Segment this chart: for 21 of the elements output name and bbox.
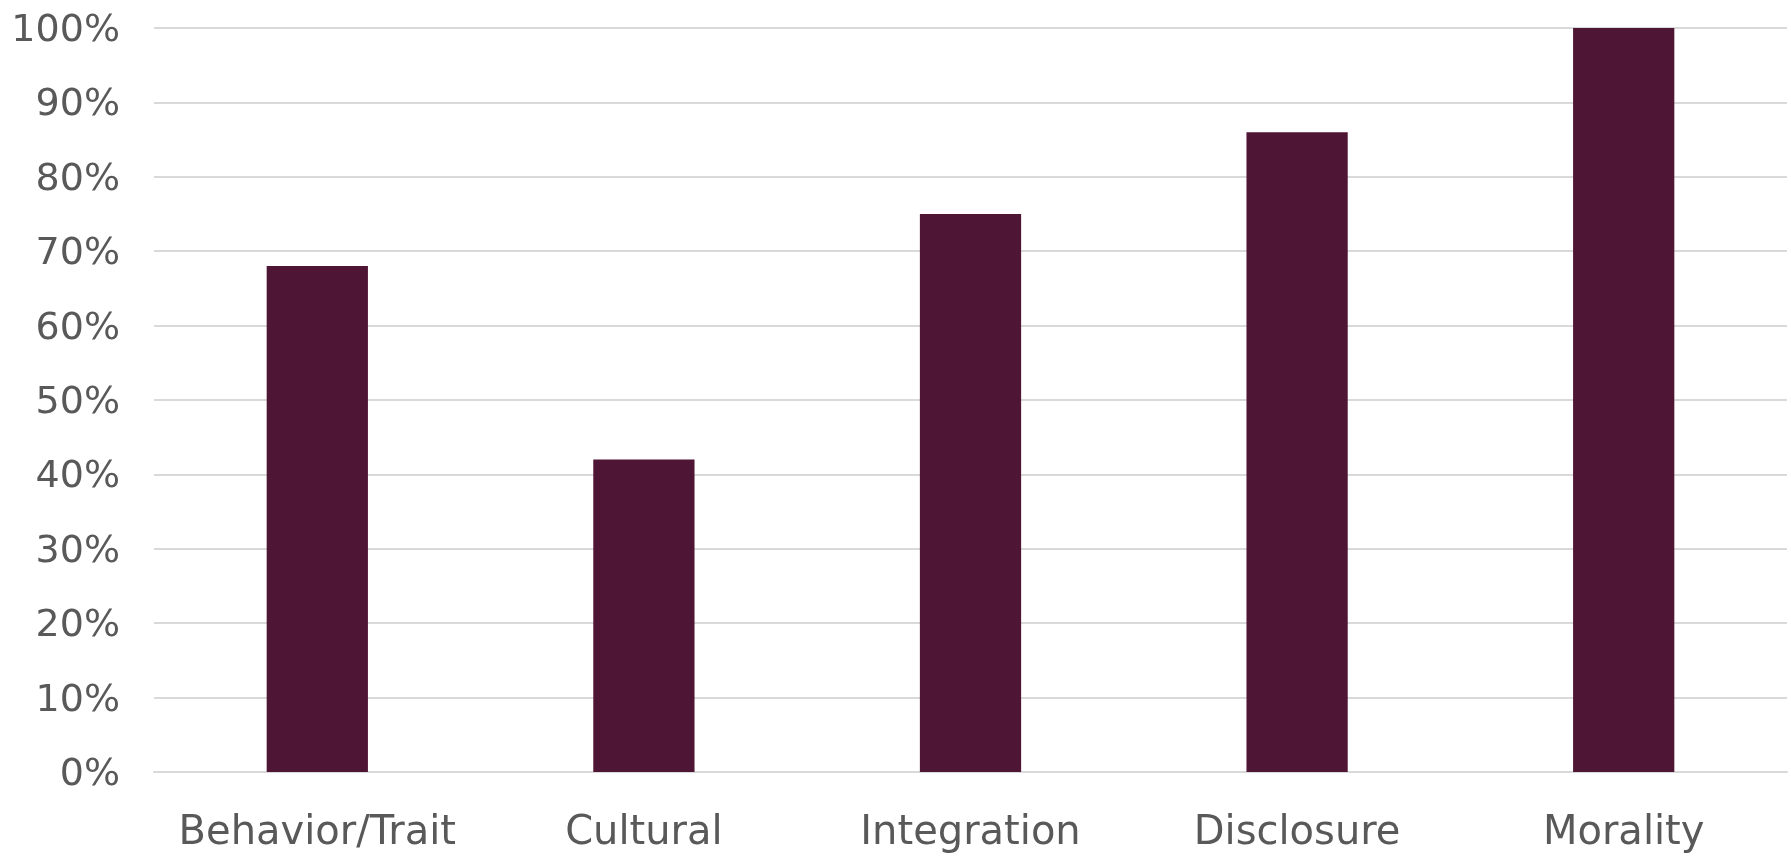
x-tick-label: Morality <box>1542 807 1705 853</box>
bar <box>919 214 1022 772</box>
y-tick-label: 30% <box>35 526 120 571</box>
y-tick-label: 50% <box>35 378 120 422</box>
x-tick-label: Integration <box>860 807 1081 853</box>
y-tick-label: 10% <box>35 675 120 720</box>
y-tick-label: 40% <box>35 452 120 497</box>
x-tick-label: Disclosure <box>1193 807 1401 853</box>
y-tick-label: 20% <box>35 601 120 646</box>
y-tick-label: 60% <box>35 303 120 348</box>
bar <box>1246 132 1348 772</box>
bar <box>266 266 368 772</box>
bar <box>1573 28 1675 772</box>
y-tick-label: 70% <box>35 229 120 274</box>
y-tick-label: 100% <box>11 6 120 50</box>
x-tick-label: Behavior/Trait <box>178 807 456 853</box>
bar <box>593 459 695 772</box>
y-tick-label: 80% <box>35 154 120 199</box>
y-tick-label: 0% <box>59 750 120 794</box>
y-tick-label: 90% <box>35 80 120 125</box>
x-tick-label: Cultural <box>565 807 723 853</box>
